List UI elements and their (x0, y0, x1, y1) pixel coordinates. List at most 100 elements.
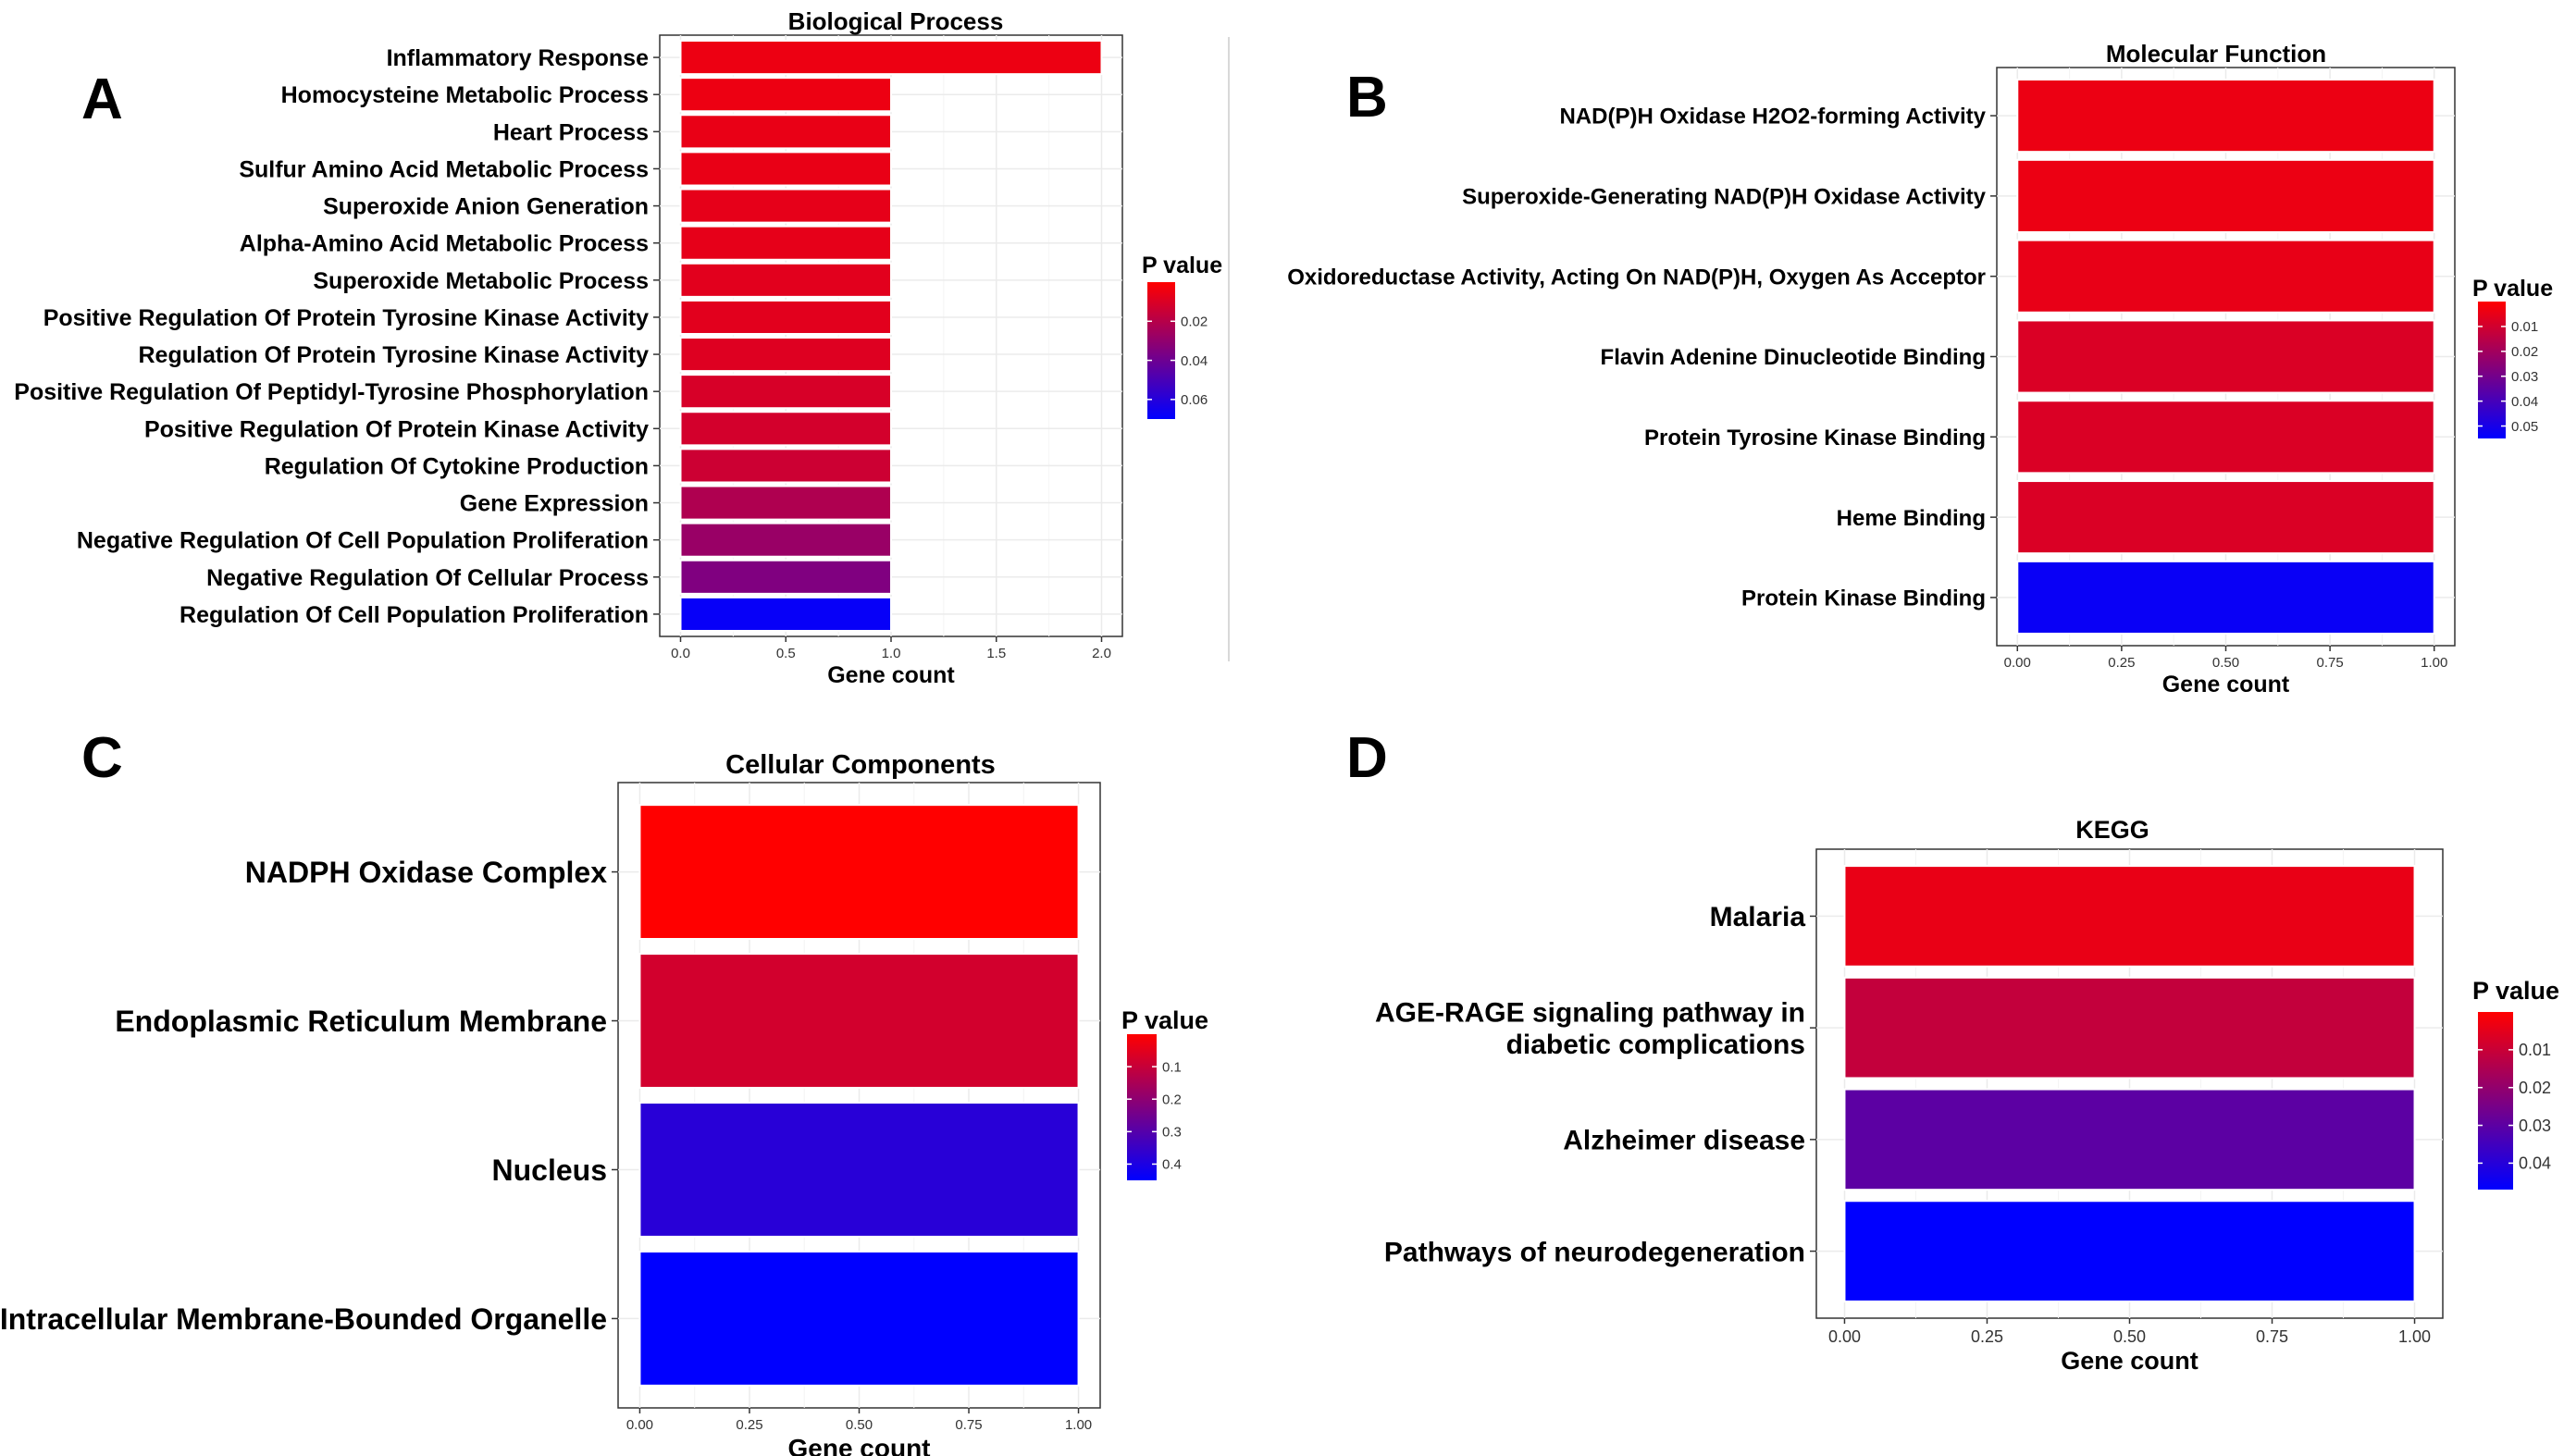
bar-superoxide-metabolic-process (679, 262, 892, 298)
chart-title: Cellular Components (725, 750, 996, 780)
y-tick-label: Malaria (1710, 902, 1806, 932)
y-tick-label: Negative Regulation Of Cellular Process (206, 565, 649, 591)
x-tick-label: 0.50 (846, 1417, 873, 1433)
bar-positive-regulation-of-peptidyl-tyrosine-phosphorylation (679, 374, 892, 410)
y-tick-label: Homocysteine Metabolic Process (281, 82, 649, 108)
legend-colorbar (2478, 1012, 2513, 1190)
bar-alpha-amino-acid-metabolic-process (679, 225, 892, 261)
legend-tick-label: 0.02 (2519, 1079, 2551, 1097)
bar-negative-regulation-of-cell-population-proliferation (679, 522, 892, 558)
legend-tick-label: 0.06 (1181, 392, 1208, 408)
chart-title: KEGG (2075, 816, 2149, 844)
y-tick-label: Protein Kinase Binding (1741, 586, 1986, 611)
x-axis-label: Gene count (787, 1434, 930, 1456)
y-tick-label: Heme Binding (1837, 506, 1986, 531)
bar-gene-expression (679, 485, 892, 521)
x-tick-label: 0.50 (2113, 1327, 2146, 1346)
y-tick-label: Alpha-Amino Acid Metabolic Process (240, 231, 649, 257)
x-tick-label: 0.00 (2004, 655, 2031, 671)
x-tick-label: 0.75 (2256, 1327, 2288, 1346)
x-tick-label: 1.5 (986, 646, 1006, 661)
bar-negative-regulation-of-cellular-process (679, 559, 892, 595)
legend-title: P value (2472, 276, 2553, 302)
legend-tick-label: 0.03 (2519, 1117, 2551, 1135)
y-tick-label: Intracellular Membrane-Bounded Organelle (0, 1302, 607, 1336)
chart-title: Biological Process (788, 7, 1004, 35)
bar-positive-regulation-of-protein-tyrosine-kinase-activity (679, 299, 892, 335)
x-axis-label: Gene count (827, 662, 955, 688)
legend-tick-label: 0.04 (2511, 394, 2538, 410)
y-tick-label: Regulation Of Cytokine Production (265, 453, 649, 479)
x-tick-label: 0.25 (2108, 655, 2135, 671)
bar-positive-regulation-of-protein-kinase-activity (679, 411, 892, 447)
y-tick-label: Heart Process (493, 119, 649, 145)
legend-tick-label: 0.4 (1162, 1157, 1182, 1173)
y-tick-label: Positive Regulation Of Protein Tyrosine … (43, 305, 649, 331)
legend-colorbar (2478, 302, 2506, 438)
chart-panel-a: A Biological Process Inflammatory Response… (14, 7, 1222, 688)
y-tick-label: Inflammatory Response (387, 45, 650, 71)
legend-title: P value (2472, 977, 2559, 1005)
bar-superoxide-generating-nad-p-h-oxidase-activity (2016, 158, 2435, 233)
x-tick-label: 0.5 (776, 646, 796, 661)
bar-nad-p-h-oxidase-h2o2-forming-activity (2016, 79, 2435, 154)
chart-panel-b: B Molecular Function NAD(P)H Oxidase H2O2-… (1287, 40, 2553, 697)
bar-homocysteine-metabolic-process (679, 77, 892, 113)
y-tick-label: Endoplasmic Reticulum Membrane (115, 1005, 607, 1038)
panel-letter: C (81, 726, 123, 790)
y-tick-label: Sulfur Amino Acid Metabolic Process (239, 156, 649, 182)
bar-heart-process (679, 114, 892, 150)
panel-letter: B (1346, 66, 1388, 130)
y-tick-label: Superoxide-Generating NAD(P)H Oxidase Ac… (1462, 185, 1987, 210)
legend-tick-label: 0.04 (1181, 353, 1208, 369)
bar-regulation-of-cytokine-production (679, 448, 892, 484)
bar-sulfur-amino-acid-metabolic-process (679, 151, 892, 187)
bar-intracellular-membrane-bounded-organelle (638, 1251, 1080, 1387)
bar-malaria (1843, 865, 2416, 968)
x-tick-label: 2.0 (1092, 646, 1111, 661)
bar-pathways-of-neurodegeneration (1843, 1200, 2416, 1302)
y-tick-label: Alzheimer disease (1563, 1126, 1805, 1156)
legend-tick-label: 0.05 (2511, 419, 2538, 435)
bar-endoplasmic-reticulum-membrane (638, 953, 1080, 1089)
chart-title: Molecular Function (2106, 40, 2326, 68)
bar-alzheimer-disease (1843, 1088, 2416, 1191)
x-axis-label: Gene count (2061, 1347, 2199, 1375)
x-tick-label: 0.00 (626, 1417, 653, 1433)
chart-panel-c: C Cellular Components NADPH Oxidase Comple… (0, 726, 1208, 1456)
legend-colorbar (1147, 282, 1175, 419)
y-tick-label: Protein Tyrosine Kinase Binding (1644, 426, 1986, 450)
legend-tick-label: 0.2 (1162, 1092, 1182, 1107)
x-tick-label: 1.00 (2421, 655, 2447, 671)
bar-oxidoreductase-activity-acting-on-nad-p-h-oxygen-as-acceptor (2016, 239, 2435, 314)
y-tick-label: Gene Expression (460, 491, 649, 517)
panel-letter: A (81, 68, 123, 131)
bar-heme-binding (2016, 480, 2435, 555)
legend-title: P value (1142, 253, 1222, 278)
legend-tick-label: 0.01 (2511, 319, 2538, 335)
y-tick-label: Positive Regulation Of Peptidyl-Tyrosine… (14, 379, 649, 405)
bar-superoxide-anion-generation (679, 188, 892, 224)
x-tick-label: 0.00 (1828, 1327, 1861, 1346)
x-tick-label: 1.00 (2398, 1327, 2431, 1346)
x-tick-label: 0.75 (2317, 655, 2344, 671)
legend-title: P value (1121, 1006, 1208, 1034)
x-tick-label: 0.25 (736, 1417, 762, 1433)
y-tick-label: Superoxide Metabolic Process (313, 268, 649, 294)
x-tick-label: 1.0 (882, 646, 901, 661)
legend-tick-label: 0.02 (1181, 315, 1208, 330)
y-tick-label: NAD(P)H Oxidase H2O2-forming Activity (1559, 105, 1986, 130)
chart-panel-d: D KEGG Malaria AGE-RAGE signaling pathway i… (1346, 726, 2559, 1375)
x-tick-label: 0.0 (671, 646, 690, 661)
legend-tick-label: 0.02 (2511, 344, 2538, 360)
y-tick-label: Regulation Of Protein Tyrosine Kinase Ac… (139, 342, 650, 368)
x-axis-label: Gene count (2162, 672, 2290, 697)
bar-protein-kinase-binding (2016, 560, 2435, 635)
bar-regulation-of-cell-population-proliferation (679, 596, 892, 632)
legend-tick-label: 0.01 (2519, 1041, 2551, 1059)
bar-nucleus (638, 1102, 1080, 1238)
legend-tick-label: 0.03 (2511, 369, 2538, 385)
legend-tick-label: 0.04 (2519, 1154, 2551, 1173)
y-tick-label: Nucleus (492, 1154, 607, 1187)
panel-letter: D (1346, 726, 1388, 790)
